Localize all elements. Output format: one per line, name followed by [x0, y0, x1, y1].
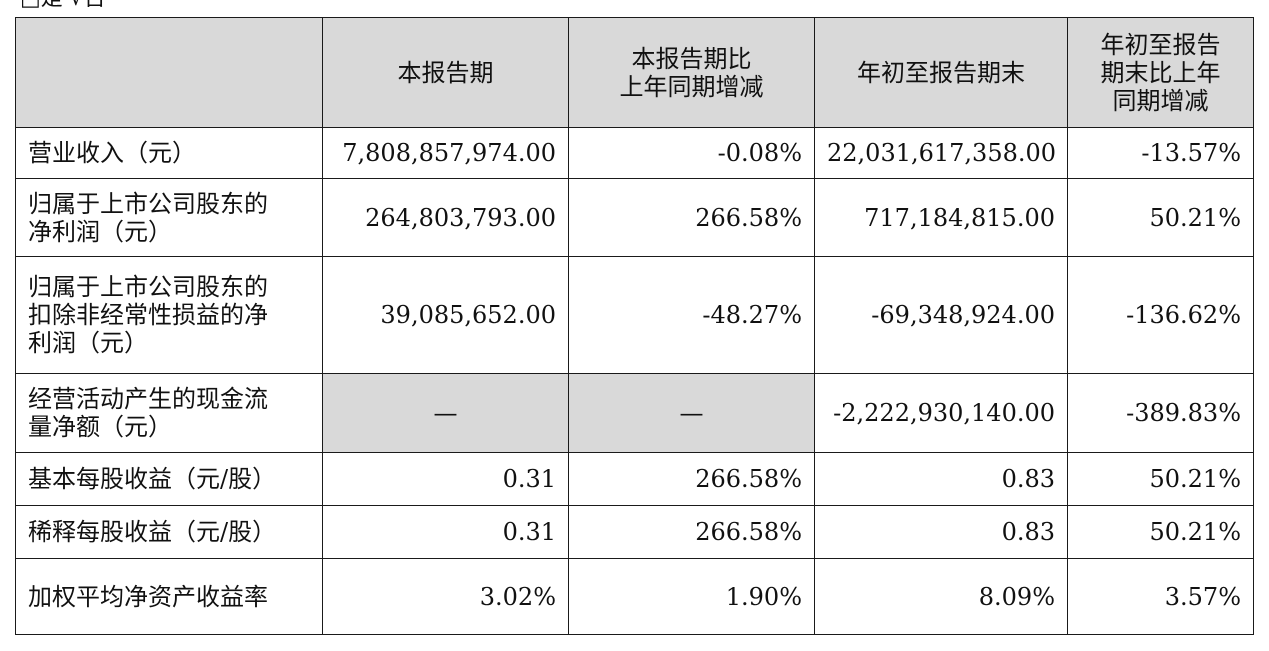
cell-ytd: 0.83: [814, 452, 1068, 506]
cell-ytd: 0.83: [814, 505, 1068, 559]
table-row: 营业收入（元） 7,808,857,974.00 -0.08% 22,031,6…: [15, 127, 1254, 179]
cell-current-period: 264,803,793.00: [322, 178, 569, 257]
header-ytd-yoy: 年初至报告 期末比上年 同期增减: [1067, 17, 1254, 128]
cell-ytd: 22,031,617,358.00: [814, 127, 1068, 179]
table-row: 基本每股收益（元/股） 0.31 266.58% 0.83 50.21%: [15, 452, 1254, 506]
cell-ytd: -69,348,924.00: [814, 256, 1068, 374]
table-row: 经营活动产生的现金流 量净额（元） — — -2,222,930,140.00 …: [15, 373, 1254, 453]
cell-current-period-yoy: 266.58%: [568, 452, 815, 506]
cell-ytd-yoy: 50.21%: [1067, 505, 1254, 559]
row-label: 经营活动产生的现金流 量净额（元）: [15, 373, 323, 453]
cell-current-period-yoy-na: —: [568, 373, 815, 453]
row-label: 归属于上市公司股东的 扣除非经常性损益的净 利润（元）: [15, 256, 323, 374]
cell-current-period-na: —: [322, 373, 569, 453]
cell-ytd-yoy: -389.83%: [1067, 373, 1254, 453]
cell-current-period: 0.31: [322, 505, 569, 559]
financial-data-table: 本报告期 本报告期比 上年同期增减 年初至报告期末 年初至报告 期末比上年 同期…: [15, 17, 1254, 635]
cell-current-period: 7,808,857,974.00: [322, 127, 569, 179]
table-row: 稀释每股收益（元/股） 0.31 266.58% 0.83 50.21%: [15, 505, 1254, 559]
row-label: 稀释每股收益（元/股）: [15, 505, 323, 559]
cell-current-period-yoy: 1.90%: [568, 558, 815, 635]
cell-ytd-yoy: -136.62%: [1067, 256, 1254, 374]
cell-ytd-yoy: 50.21%: [1067, 452, 1254, 506]
header-current-period: 本报告期: [322, 17, 569, 128]
cell-ytd: -2,222,930,140.00: [814, 373, 1068, 453]
header-ytd: 年初至报告期末: [814, 17, 1068, 128]
table-row: 归属于上市公司股东的 净利润（元） 264,803,793.00 266.58%…: [15, 178, 1254, 257]
row-label: 基本每股收益（元/股）: [15, 452, 323, 506]
cell-current-period: 0.31: [322, 452, 569, 506]
cell-ytd-yoy: 50.21%: [1067, 178, 1254, 257]
top-cut-text: □是 √否: [20, 0, 106, 12]
header-current-period-yoy-text: 本报告期比 上年同期增减: [619, 44, 764, 101]
cell-current-period-yoy: 266.58%: [568, 505, 815, 559]
table-row: 归属于上市公司股东的 扣除非经常性损益的净 利润（元） 39,085,652.0…: [15, 256, 1254, 374]
cell-current-period-yoy: 266.58%: [568, 178, 815, 257]
cell-current-period-yoy: -0.08%: [568, 127, 815, 179]
row-label: 营业收入（元）: [15, 127, 323, 179]
header-row: 本报告期 本报告期比 上年同期增减 年初至报告期末 年初至报告 期末比上年 同期…: [15, 17, 1254, 128]
cell-ytd: 717,184,815.00: [814, 178, 1068, 257]
header-current-period-yoy: 本报告期比 上年同期增减: [568, 17, 815, 128]
row-label: 归属于上市公司股东的 净利润（元）: [15, 178, 323, 257]
header-ytd-yoy-text: 年初至报告 期末比上年 同期增减: [1100, 30, 1221, 115]
cell-current-period: 39,085,652.00: [322, 256, 569, 374]
cell-ytd-yoy: -13.57%: [1067, 127, 1254, 179]
cell-ytd-yoy: 3.57%: [1067, 558, 1254, 635]
cell-ytd: 8.09%: [814, 558, 1068, 635]
header-corner-cell: [15, 17, 323, 128]
table-row: 加权平均净资产收益率 3.02% 1.90% 8.09% 3.57%: [15, 558, 1254, 635]
cell-current-period: 3.02%: [322, 558, 569, 635]
row-label: 加权平均净资产收益率: [15, 558, 323, 635]
cell-current-period-yoy: -48.27%: [568, 256, 815, 374]
